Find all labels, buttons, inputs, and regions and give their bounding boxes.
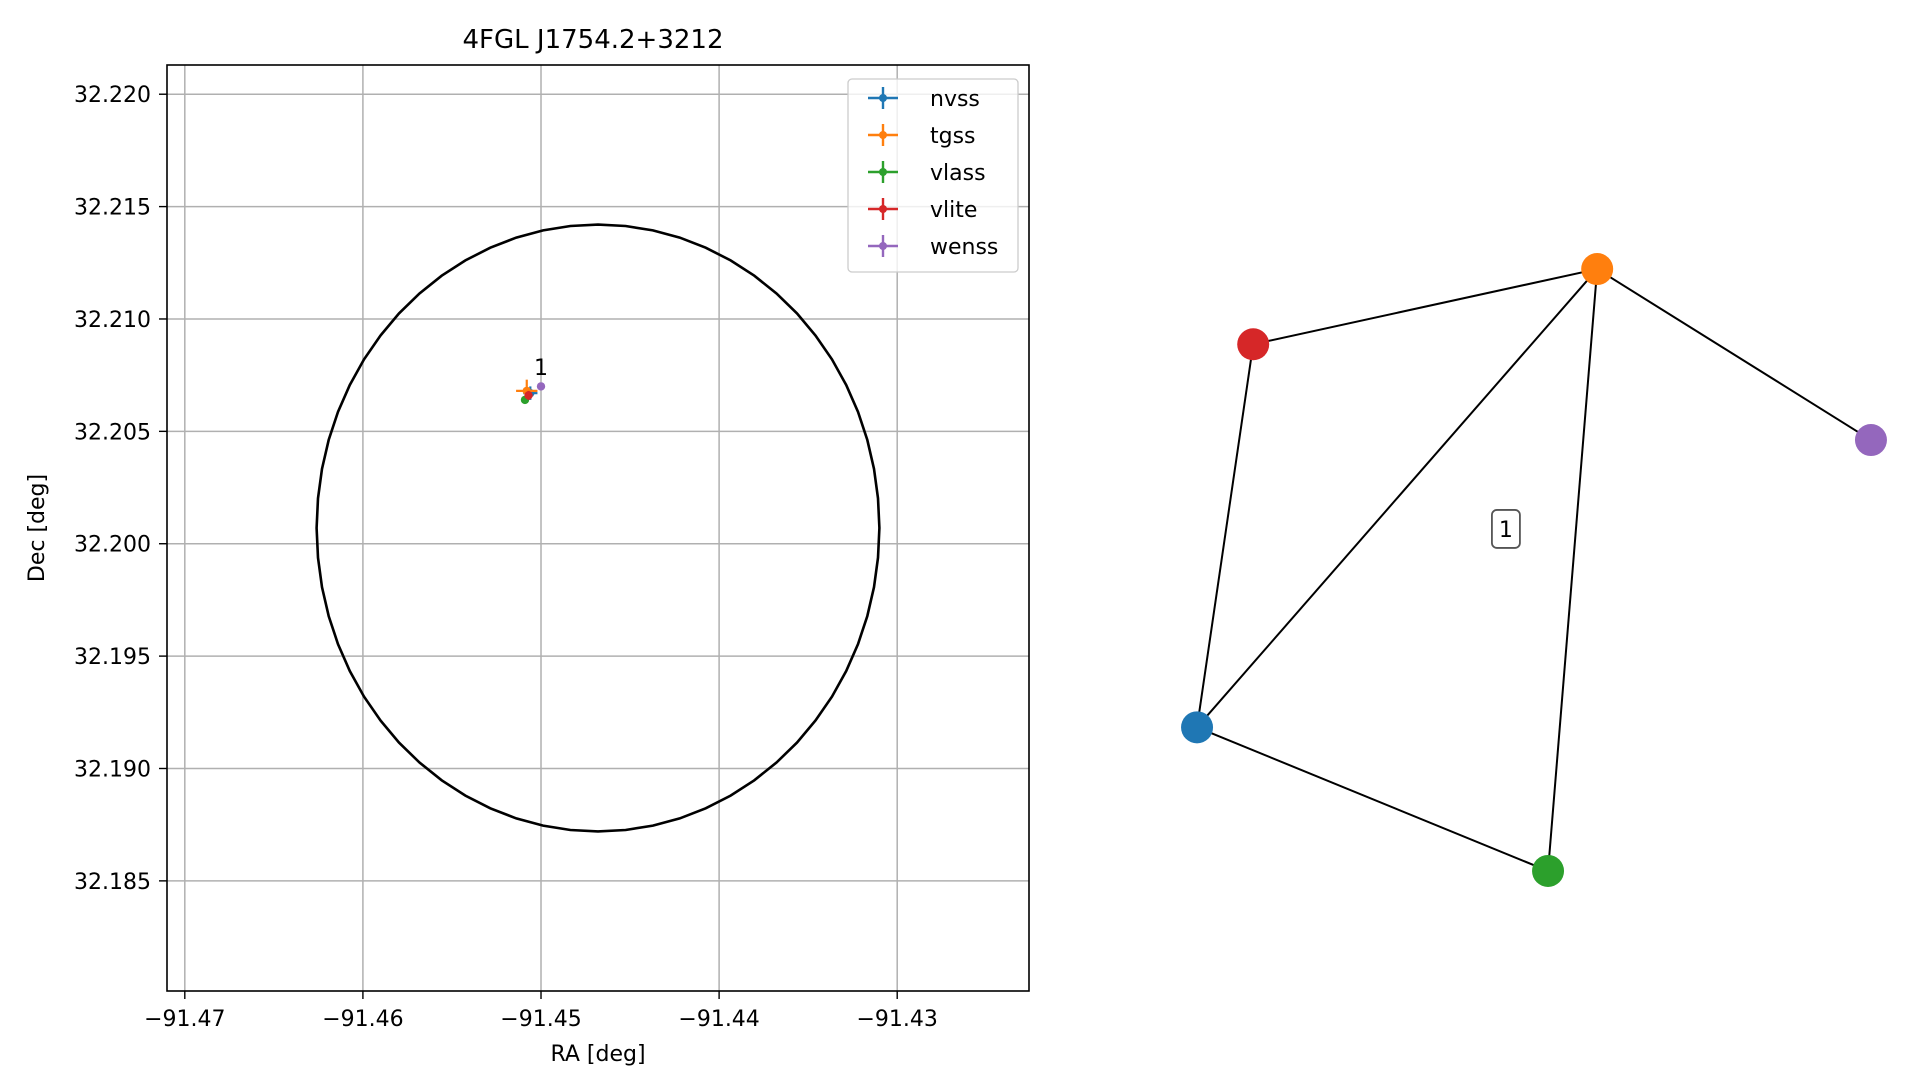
x-tick-label: −91.45 [500,1007,581,1032]
node-vlass [1532,854,1565,887]
y-tick-label: 32.185 [74,870,151,895]
network-nodes [1181,253,1887,887]
data-points [516,379,546,405]
edge-tgss-wenss [1596,268,1872,441]
series-wenss [536,382,546,391]
y-tick-label: 32.215 [74,196,151,221]
y-tick-label: 32.220 [74,83,151,108]
legend-marker-dot [879,205,887,213]
annotations: 1 [534,356,548,381]
point-annotation: 1 [534,356,548,381]
y-tick-label: 32.195 [74,645,151,670]
region-circle-outline [315,223,881,833]
legend: nvss tgss vlass vlite wenss [847,78,1019,273]
cluster-label-box [1491,509,1521,549]
y-tick-label: 32.190 [74,757,151,782]
legend-item-wenss: wenss [868,235,998,260]
network-edges [1196,268,1872,872]
node-tgss [1581,253,1614,286]
legend-item-tgss: tgss [868,124,976,149]
chart-title: 4FGL J1754.2+3212 [463,25,724,55]
legend-item-vlite: vlite [868,198,977,223]
legend-label: nvss [930,87,980,112]
legend-marker-dot [879,242,887,250]
vlite-point [524,391,533,400]
x-axis-label: RA [deg] [550,1042,645,1067]
x-tick-label: −91.44 [678,1007,759,1032]
network-annotations: 1 [1491,509,1521,549]
x-tick-label: −91.46 [322,1007,403,1032]
legend-label: wenss [930,235,998,260]
y-tick-label: 32.205 [74,420,151,445]
legend-frame [847,78,1019,273]
y-tick-label: 32.200 [74,533,151,558]
legend-label: tgss [930,124,976,149]
x-tick-label: −91.43 [856,1007,937,1032]
x-tick-label: −91.47 [144,1007,225,1032]
edge-tgss-nvss [1196,268,1598,728]
legend-marker-dot [879,94,887,102]
network-panel: 1 [1181,253,1887,887]
y-tick-label: 32.210 [74,308,151,333]
series-vlite [524,390,533,400]
legend-marker-dot [879,131,887,139]
legend-label: vlass [930,161,986,186]
scatter-panel: 4FGL J1754.2+3212 1 −91.47 −91.46 −91.45 −9… [25,25,1030,1067]
legend-marker-dot [879,168,887,176]
node-wenss [1854,424,1887,457]
region-circle [315,223,881,833]
axis-ticks: −91.47 −91.46 −91.45 −91.44 −91.43 32.185 32.1… [74,83,938,1032]
edge-nvss-vlass [1196,726,1549,872]
legend-label: vlite [930,198,977,223]
edge-vlite-tgss [1252,268,1598,346]
cluster-label: 1 [1499,518,1513,543]
edge-tgss-vlass [1547,268,1599,872]
legend-item-vlass: vlass [868,161,986,186]
legend-item-nvss: nvss [868,87,980,112]
node-vlite [1237,328,1270,361]
wenss-point [536,382,546,391]
plot-frame [166,64,1030,992]
edge-vlite-nvss [1196,344,1255,728]
y-axis-label: Dec [deg] [25,474,50,582]
node-nvss [1181,711,1214,744]
